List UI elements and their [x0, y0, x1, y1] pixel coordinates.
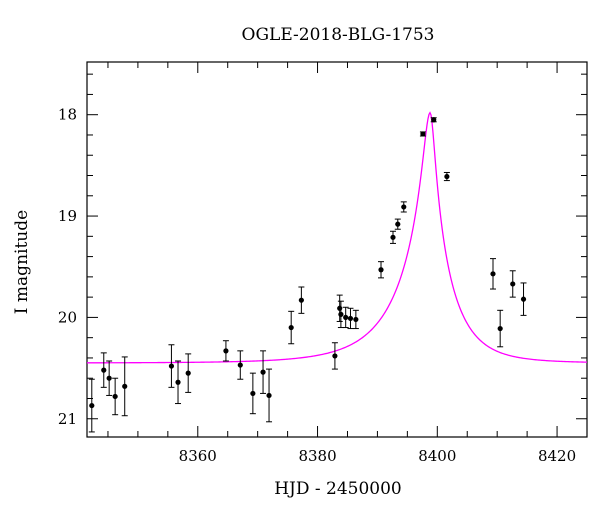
x-tick-label: 8360	[179, 447, 217, 465]
data-point	[343, 314, 349, 321]
data-point	[337, 305, 343, 311]
data-point	[490, 271, 496, 277]
data-point	[237, 362, 243, 368]
data-point	[401, 204, 407, 210]
x-tick-label: 8420	[538, 447, 576, 465]
data-point	[101, 367, 107, 373]
x-tick-label: 8380	[298, 447, 336, 465]
data-point	[250, 390, 256, 397]
data-point	[288, 324, 294, 331]
data-point	[122, 383, 128, 389]
data-point	[497, 325, 503, 332]
y-tick-label: 20	[58, 308, 77, 326]
x-tick-label: 8400	[418, 447, 456, 465]
data-point	[185, 370, 191, 376]
data-point	[431, 117, 437, 123]
chart-title: OGLE-2018-BLG-1753	[242, 25, 435, 45]
plot-frame	[86, 61, 588, 438]
data-point	[106, 375, 112, 381]
data-point	[520, 296, 527, 302]
y-tick-label: 19	[58, 207, 77, 225]
y-axis-label: I magnitude	[12, 210, 32, 314]
data-point	[332, 353, 338, 359]
y-tick-label: 18	[58, 106, 77, 124]
model-curve	[87, 111, 588, 364]
plot-area: 8360 8380 8400 8420 18 19 20 21	[58, 61, 588, 465]
data-point	[353, 316, 359, 323]
data-point	[89, 402, 95, 409]
data-point	[298, 297, 304, 303]
y-tick-label: 21	[58, 410, 77, 428]
data-point	[112, 393, 118, 400]
data-point	[420, 131, 426, 137]
data-point	[266, 392, 272, 399]
data-point	[347, 315, 354, 322]
x-axis-label: HJD - 2450000	[274, 479, 402, 499]
data-point	[223, 348, 229, 354]
data-point	[260, 369, 266, 375]
data-point	[175, 379, 181, 385]
data-point	[168, 363, 175, 369]
data-point	[378, 267, 384, 273]
data-point	[395, 221, 401, 227]
data-point	[390, 234, 396, 240]
data-point	[338, 311, 344, 317]
data-point	[510, 281, 516, 287]
data-point	[444, 173, 450, 180]
